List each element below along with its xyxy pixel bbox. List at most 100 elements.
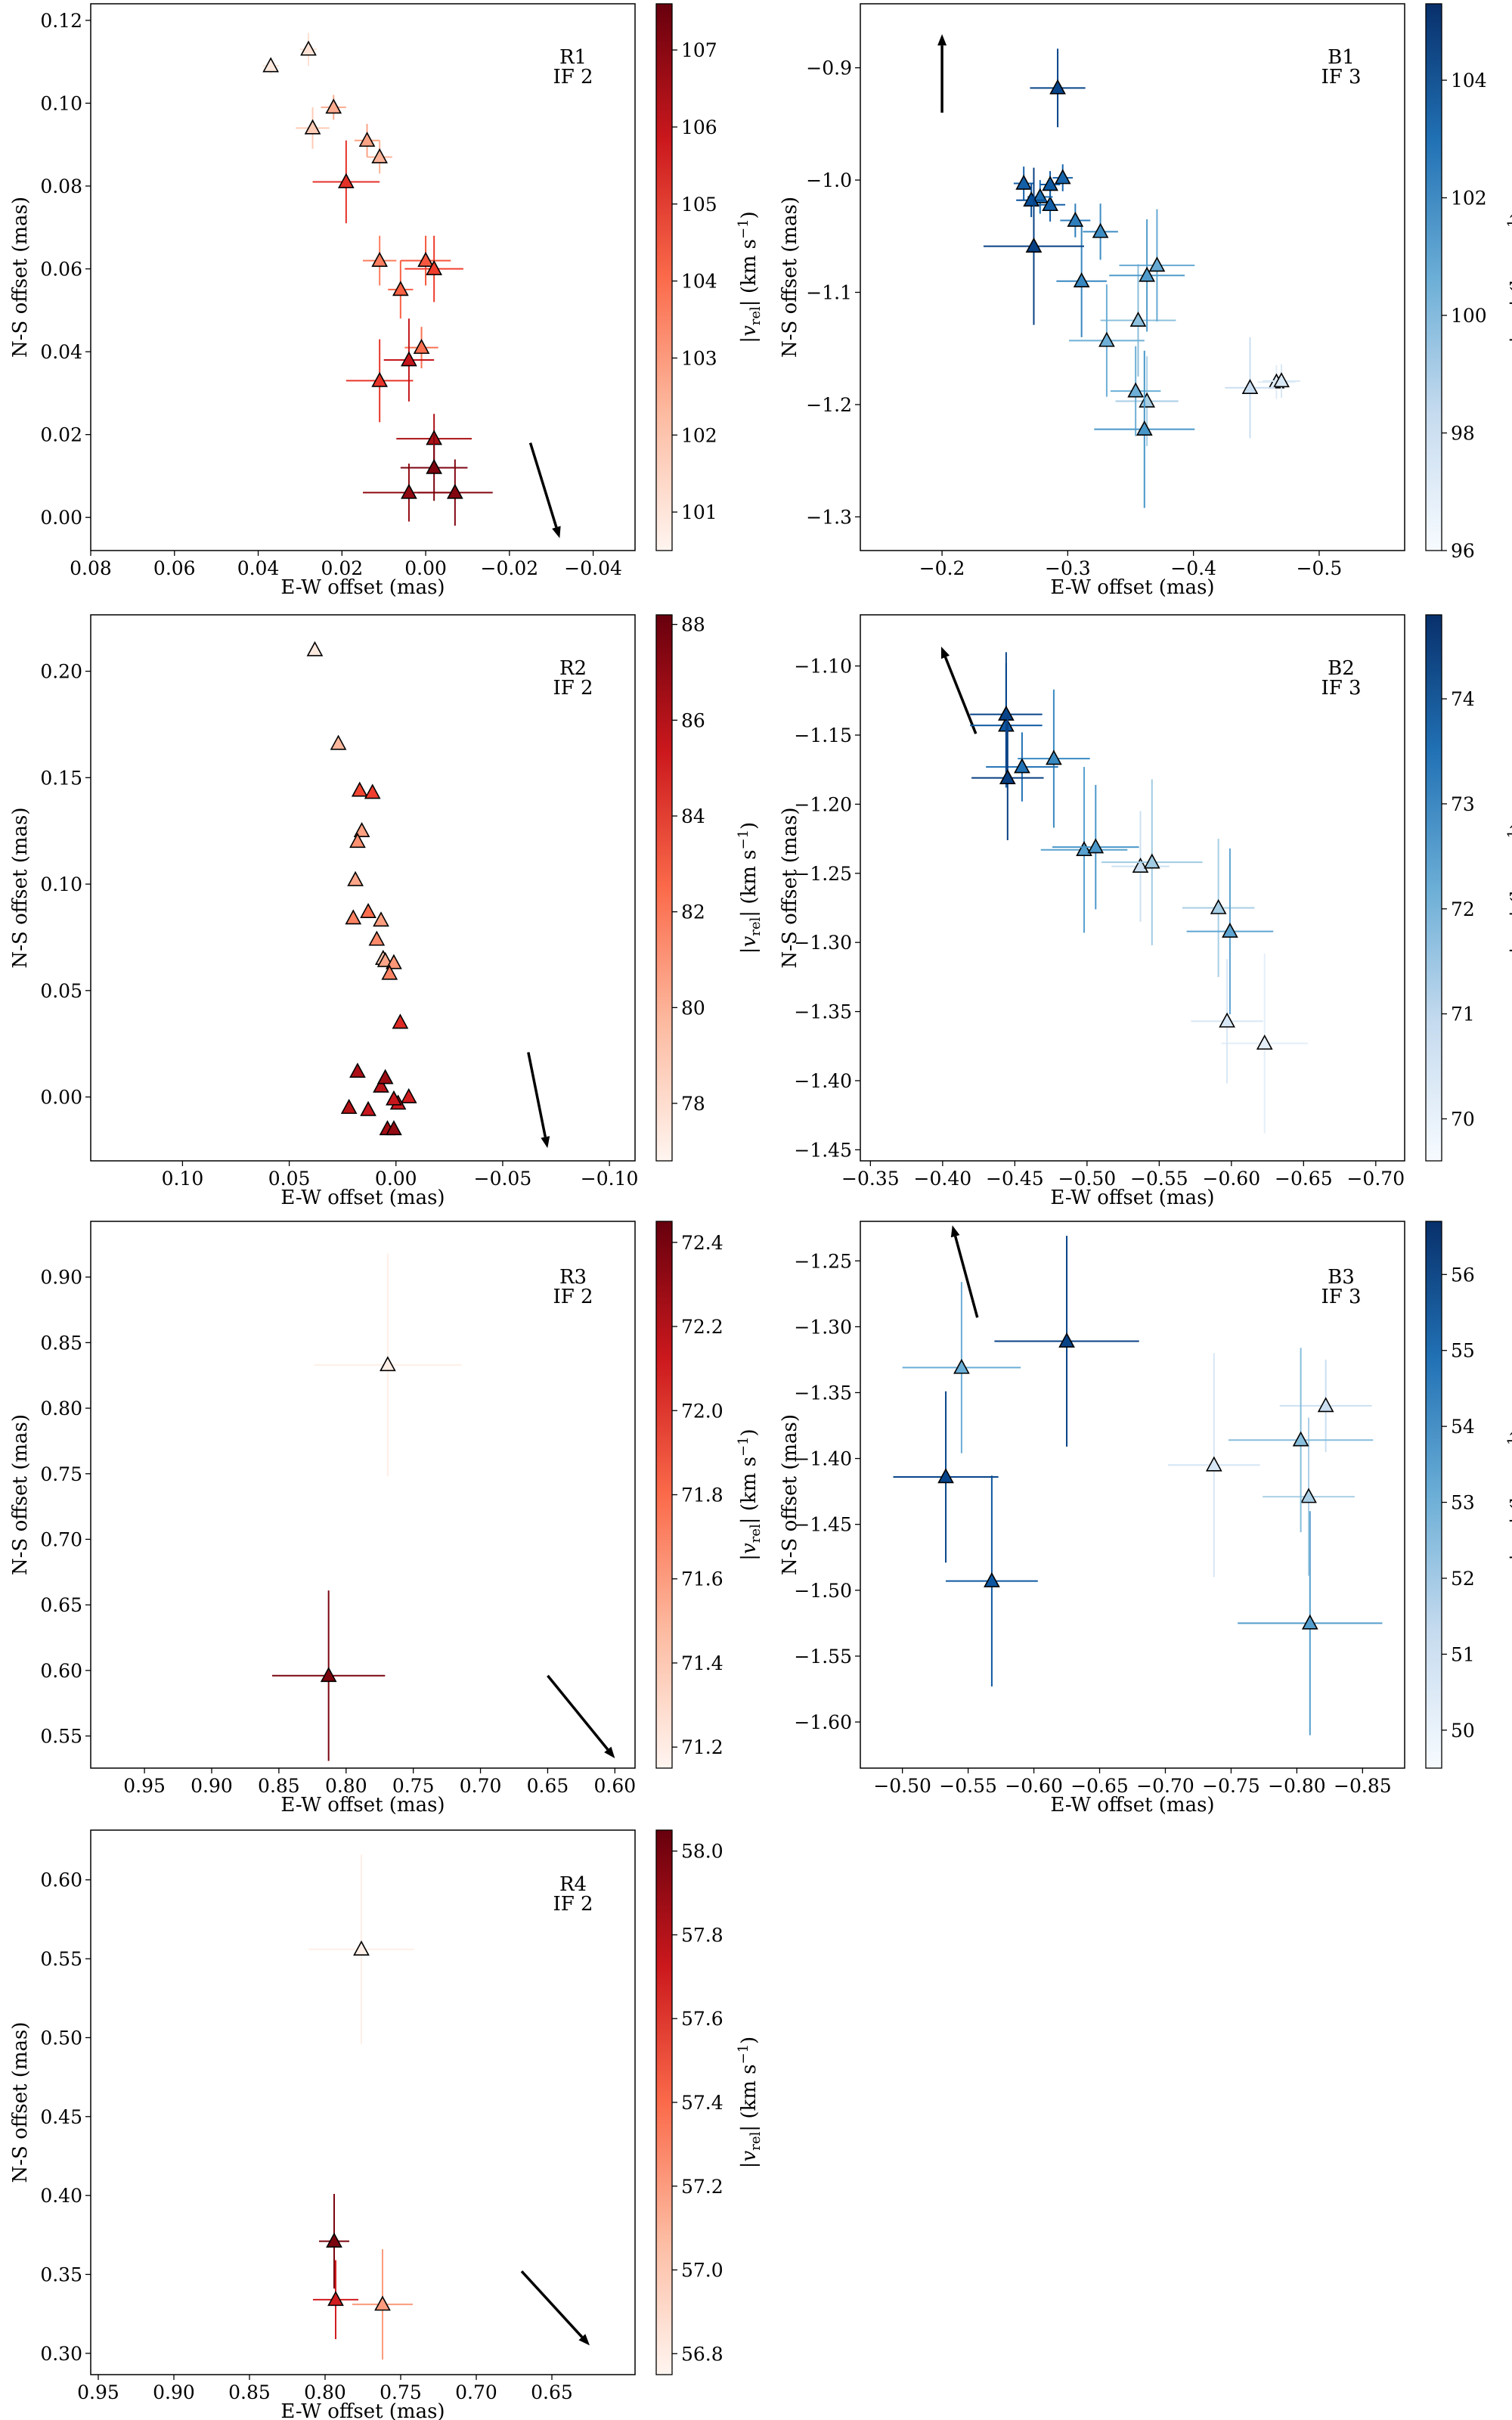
colorbar-tick-label: 51: [1451, 1643, 1475, 1665]
y-tick-label: −1.15: [794, 724, 852, 746]
data-point: [994, 1236, 1139, 1447]
triangle-marker: [1031, 188, 1049, 203]
y-tick-label: −1.50: [794, 1580, 852, 1602]
triangle-marker: [447, 483, 463, 499]
colorbar-tick-label: 57.4: [681, 2092, 723, 2114]
y-tick-label: 0.75: [40, 1463, 82, 1485]
x-tick-label: −0.04: [564, 557, 622, 579]
x-tick-label: −0.55: [1130, 1168, 1188, 1190]
triangle-marker: [953, 1358, 970, 1374]
data-point: [360, 902, 376, 918]
triangle-marker: [417, 251, 434, 267]
triangle-marker: [380, 1356, 396, 1372]
y-tick-label: −1.60: [794, 1711, 852, 1733]
data-point: [345, 339, 414, 423]
x-axis-label: E-W offset (mas): [280, 2400, 445, 2420]
y-tick-label: 0.04: [40, 341, 82, 363]
data-point: [1013, 166, 1034, 200]
colorbar-tick-label: 104: [681, 271, 717, 293]
plot-frame: [90, 3, 636, 551]
triangle-marker: [1222, 922, 1238, 938]
data-point: [1228, 1348, 1374, 1533]
data-point: [364, 783, 381, 799]
colorbar-label: |vrel| (km s−1): [1505, 211, 1512, 343]
triangle-marker: [401, 351, 417, 367]
motion-arrow-shaft: [953, 1236, 979, 1318]
triangle-marker: [1049, 79, 1066, 95]
triangle-marker: [1073, 272, 1090, 287]
colorbar-tick-label: 82: [681, 901, 705, 923]
colorbar: 71.2 71.4 71.6 71.8 72.0 72.2 72.4 |vrel| (km s…: [655, 1221, 764, 1769]
y-tick-label: −1.35: [794, 1382, 852, 1404]
y-tick-label: −1.3: [806, 506, 852, 528]
triangle-marker: [426, 458, 442, 474]
x-tick-label: 0.80: [325, 1775, 367, 1797]
motion-arrow-shaft: [520, 2270, 584, 2338]
data-point: [354, 123, 380, 157]
data-point: [1111, 811, 1170, 922]
x-tick-label: 0.02: [321, 557, 363, 579]
colorbar-gradient: [655, 614, 673, 1162]
colorbar-label: |vrel| (km s−1): [1505, 822, 1512, 954]
data-point: [1040, 767, 1128, 933]
x-tick-label: −0.3: [1045, 557, 1091, 579]
motion-arrow-head: [937, 34, 947, 46]
panel-subtitle-r2: IF 2: [553, 677, 593, 700]
x-tick-label: 0.65: [527, 1775, 569, 1797]
triangle-marker: [373, 911, 389, 927]
x-tick-label: 0.90: [153, 2381, 195, 2403]
triangle-marker: [338, 172, 355, 188]
data-point: [1101, 779, 1203, 945]
triangle-marker: [1256, 1034, 1273, 1050]
triangle-marker: [326, 2232, 342, 2248]
panel-title-r3: R3: [559, 1266, 587, 1289]
triangle-marker: [325, 98, 342, 114]
colorbar-tick-label: 102: [681, 424, 717, 446]
y-tick-label: 0.20: [40, 661, 82, 683]
colorbar-tick-label: 71: [1451, 1004, 1475, 1025]
triangle-marker: [345, 909, 362, 925]
panel-r1: R1 IF 2 0.08 0.06 0.04 0.02 0.00 −0.02 −0.04 0.…: [9, 3, 764, 599]
panel-subtitle-r4: IF 2: [553, 1893, 593, 1916]
colorbar-tick-label: 50: [1451, 1720, 1475, 1742]
x-tick-label: −0.60: [1005, 1775, 1063, 1797]
data-point: [983, 167, 1084, 325]
colorbar-tick-label: 71.4: [681, 1652, 723, 1674]
x-tick-label: 0.08: [70, 557, 112, 579]
colorbar-tick-label: 70: [1451, 1108, 1475, 1130]
motion-arrow-head: [541, 1136, 550, 1149]
panel-title-b1: B1: [1328, 46, 1355, 69]
data-point: [308, 1854, 414, 2044]
data-point: [373, 1077, 389, 1093]
triangle-marker: [426, 259, 442, 275]
data-point: [314, 1253, 462, 1477]
data-point: [1016, 183, 1047, 218]
x-axis-label: E-W offset (mas): [1050, 1794, 1214, 1817]
y-tick-label: −1.10: [794, 656, 852, 678]
triangle-marker: [330, 734, 347, 750]
x-tick-label: −0.55: [939, 1775, 997, 1797]
triangle-marker: [349, 1063, 366, 1078]
triangle-marker: [386, 1090, 402, 1106]
triangle-marker: [1301, 1614, 1318, 1630]
triangle-marker: [1136, 420, 1153, 436]
x-tick-label: 0.85: [258, 1775, 300, 1797]
y-tick-label: 0.65: [40, 1594, 82, 1616]
data-point: [351, 781, 368, 797]
y-tick-label: −1.25: [794, 1250, 852, 1272]
triangle-marker: [371, 251, 388, 267]
triangle-marker: [1025, 237, 1043, 253]
triangle-marker: [320, 1667, 337, 1683]
y-tick-label: 0.06: [40, 259, 82, 281]
data-point: [272, 1590, 386, 1761]
colorbar-tick-label: 73: [1451, 793, 1475, 815]
x-tick-label: 0.06: [153, 557, 196, 579]
panel-title-b2: B2: [1328, 657, 1355, 680]
triangle-marker: [1087, 838, 1105, 854]
x-tick-label: 0.95: [77, 2381, 119, 2403]
panel-subtitle-b2: IF 3: [1321, 677, 1361, 700]
colorbar: 78 80 82 84 86 88 |vrel| (km s−1): [655, 614, 764, 1162]
triangle-marker: [1148, 256, 1166, 272]
triangle-marker: [1058, 1332, 1075, 1348]
x-tick-label: −0.5: [1297, 557, 1343, 579]
